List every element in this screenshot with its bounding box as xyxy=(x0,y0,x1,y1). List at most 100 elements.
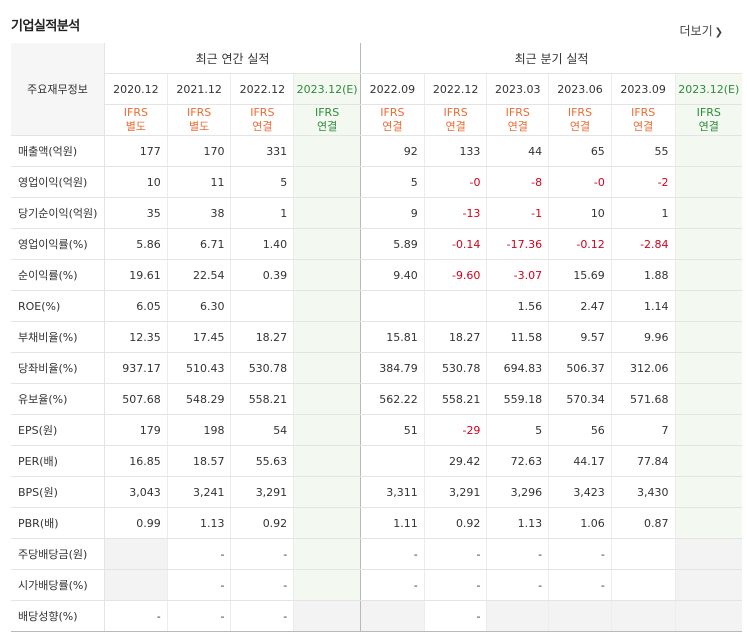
table-cell: - xyxy=(486,538,549,570)
table-cell: -3.07 xyxy=(486,259,549,291)
table-cell: 44 xyxy=(486,135,549,167)
table-cell xyxy=(674,259,742,291)
financial-table: 주요재무정보 최근 연간 실적 최근 분기 실적 2020.12 2021.12 2… xyxy=(11,43,742,632)
table-cell: - xyxy=(423,600,487,632)
table-cell xyxy=(674,383,742,415)
table-cell: 51 xyxy=(360,414,425,446)
ifrs-label: IFRS xyxy=(567,106,593,119)
ifrs-basis-label: 연결 xyxy=(633,120,654,133)
section-title: 기업실적분석 xyxy=(11,19,80,34)
table-cell: 3,241 xyxy=(166,476,231,508)
table-cell: 1 xyxy=(610,197,676,229)
table-cell xyxy=(360,445,425,477)
table-row: ROE(%) 6.05 6.30 1.56 2.47 1.14 xyxy=(11,290,742,322)
table-cell xyxy=(548,600,612,632)
table-cell: -0 xyxy=(548,166,612,198)
table-cell xyxy=(674,569,742,601)
ifrs-label: IFRS xyxy=(123,106,148,119)
more-link[interactable]: 더보기 ❯ xyxy=(679,22,723,39)
table-cell: 2.47 xyxy=(548,290,612,322)
table-cell: 77.84 xyxy=(610,445,676,477)
table-cell: 92 xyxy=(360,135,425,167)
row-label: EPS(원) xyxy=(11,414,106,446)
ifrs-basis-label: 연결 xyxy=(698,120,719,133)
ifrs-label: IFRS xyxy=(696,106,721,119)
table-cell: 6.30 xyxy=(166,290,231,322)
column-ifrs: IFRS 연결 xyxy=(674,104,742,136)
table-cell: 11.58 xyxy=(486,321,549,353)
table-cell: 15.69 xyxy=(548,259,612,291)
table-cell: 506.37 xyxy=(548,352,612,384)
row-label: 시가배당률(%) xyxy=(11,569,106,601)
ifrs-label: IFRS xyxy=(314,106,340,119)
column-ifrs: IFRS 별도 xyxy=(104,104,168,136)
table-cell: -1 xyxy=(486,197,549,229)
table-cell xyxy=(674,166,742,198)
table-cell xyxy=(610,569,676,601)
table-cell: - xyxy=(230,538,294,570)
table-cell xyxy=(293,600,361,632)
table-cell: 0.92 xyxy=(423,507,487,539)
table-cell xyxy=(674,228,742,260)
row-label: 부채비율(%) xyxy=(11,321,106,353)
table-cell: 3,311 xyxy=(360,476,425,508)
table-cell xyxy=(293,383,361,415)
row-label: ROE(%) xyxy=(11,290,106,322)
table-cell xyxy=(486,600,549,632)
column-ifrs: IFRS 연결 xyxy=(293,104,361,136)
table-cell: 11 xyxy=(166,166,231,198)
table-cell: - xyxy=(360,538,425,570)
table-cell xyxy=(293,445,361,477)
column-date: 2022.12 xyxy=(423,73,487,105)
table-cell: 38 xyxy=(166,197,231,229)
table-cell xyxy=(674,507,742,539)
table-cell: 1.11 xyxy=(360,507,425,539)
table-row: EPS(원) 179 198 54 51 -29 5 56 7 xyxy=(11,414,742,446)
table-cell: 562.22 xyxy=(360,383,425,415)
table-cell: -2 xyxy=(610,166,676,198)
table-cell: 1.40 xyxy=(230,228,294,260)
table-cell xyxy=(674,600,742,632)
column-ifrs: IFRS 별도 xyxy=(166,104,231,136)
table-cell: 1.56 xyxy=(486,290,549,322)
table-cell xyxy=(674,290,742,322)
table-cell: 1.13 xyxy=(166,507,231,539)
table-cell xyxy=(293,414,361,446)
ifrs-basis-label: 별도 xyxy=(188,120,210,133)
table-cell: 3,430 xyxy=(610,476,676,508)
table-cell: 1.13 xyxy=(486,507,549,539)
table-cell: 6.05 xyxy=(104,290,168,322)
table-cell: 5 xyxy=(360,166,425,198)
table-cell: 10 xyxy=(104,166,168,198)
table-cell: 9.57 xyxy=(548,321,612,353)
table-cell: - xyxy=(230,569,294,601)
table-cell: 5 xyxy=(230,166,294,198)
table-cell: 56 xyxy=(548,414,612,446)
table-cell xyxy=(674,445,742,477)
table-cell xyxy=(610,600,676,632)
table-cell: -29 xyxy=(423,414,487,446)
table-cell xyxy=(360,290,425,322)
table-cell: 548.29 xyxy=(166,383,231,415)
table-cell: 558.21 xyxy=(230,383,294,415)
table-cell: - xyxy=(230,600,294,632)
column-date: 2023.03 xyxy=(486,73,549,105)
table-row: 순이익률(%) 19.61 22.54 0.39 9.40 -9.60 -3.07 15.69… xyxy=(11,259,742,291)
table-cell: 1.14 xyxy=(610,290,676,322)
table-cell: 3,296 xyxy=(486,476,549,508)
table-cell: 72.63 xyxy=(486,445,549,477)
table-cell: 7 xyxy=(610,414,676,446)
table-cell: -0.14 xyxy=(423,228,487,260)
table-cell xyxy=(293,197,361,229)
table-cell: - xyxy=(548,538,612,570)
table-cell: 507.68 xyxy=(104,383,168,415)
table-cell: - xyxy=(166,538,231,570)
column-ifrs: IFRS 연결 xyxy=(548,104,612,136)
table-cell: 18.57 xyxy=(166,445,231,477)
table-cell: - xyxy=(423,569,487,601)
table-cell: 179 xyxy=(104,414,168,446)
table-cell xyxy=(674,538,742,570)
table-cell: 16.85 xyxy=(104,445,168,477)
table-cell: 571.68 xyxy=(610,383,676,415)
group-annual-header: 최근 연간 실적 xyxy=(104,43,361,74)
